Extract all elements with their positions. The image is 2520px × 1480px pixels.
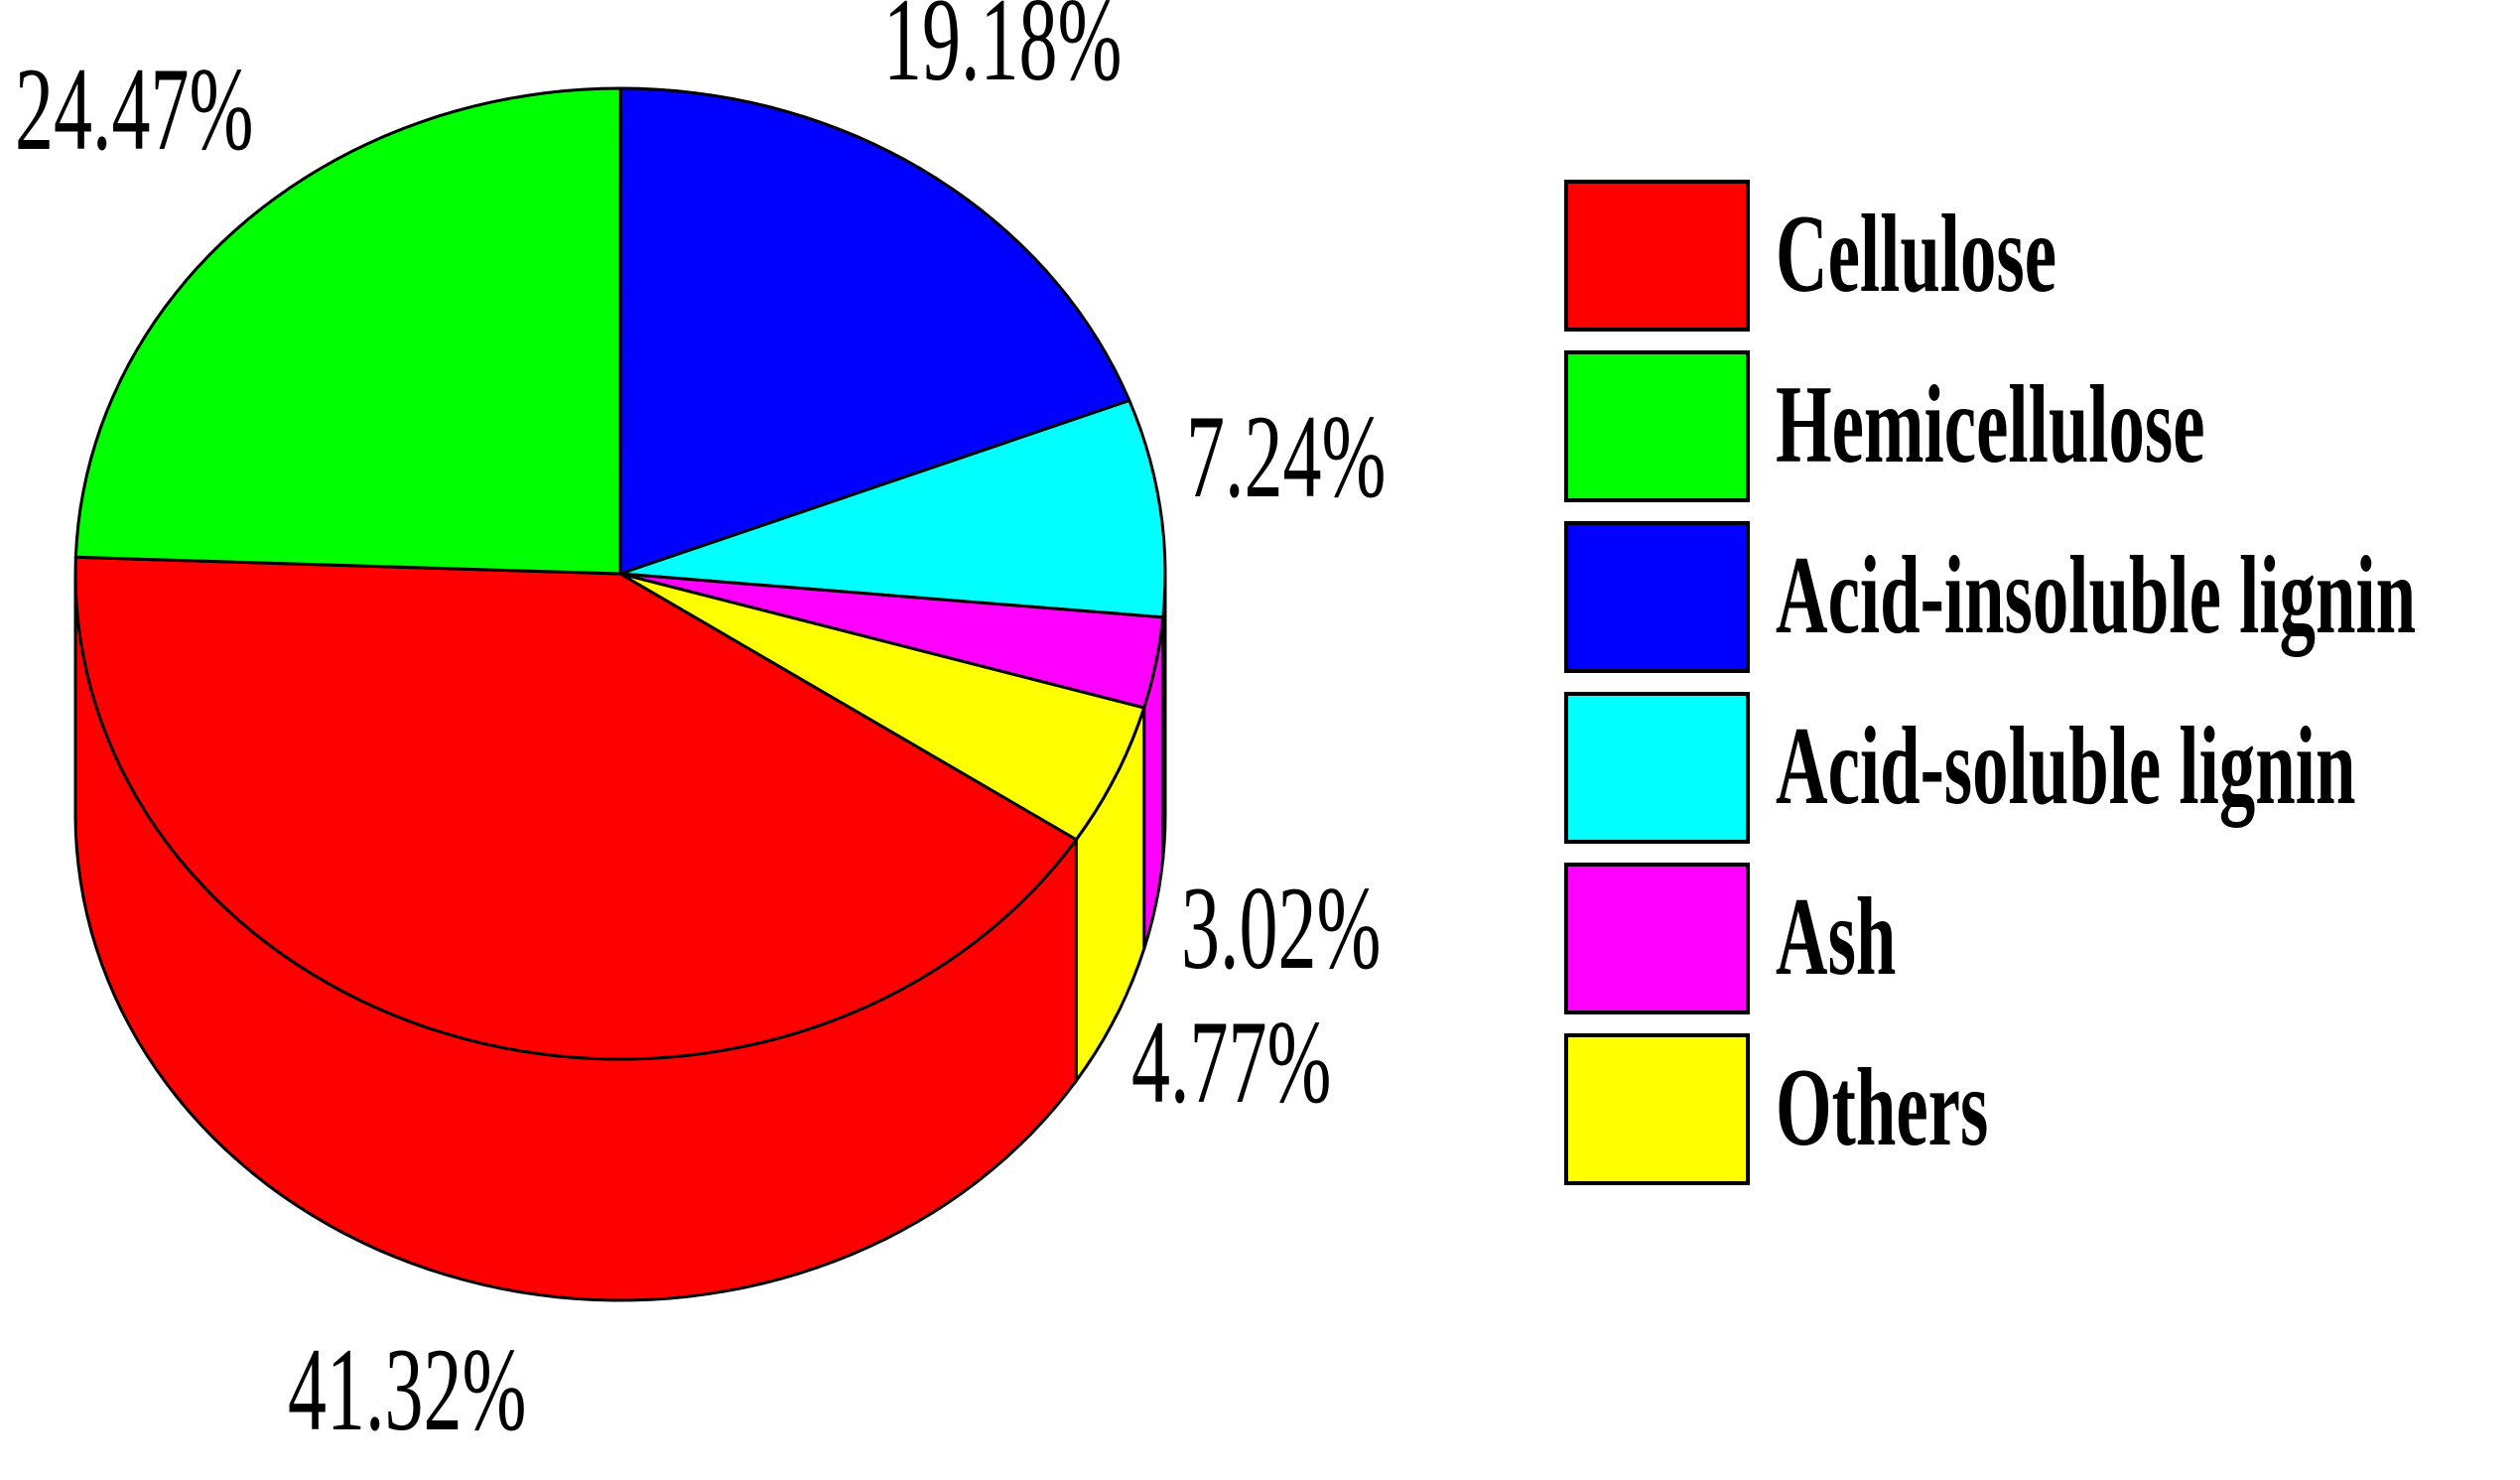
slice: [618, 86, 1131, 576]
label-group: 41.32%: [288, 1323, 526, 1455]
legend-swatch: [1564, 350, 1750, 502]
slice: [73, 86, 622, 576]
label-group: 24.47%: [15, 43, 253, 175]
legend-swatch: [1564, 863, 1750, 1014]
legend-swatch: [1564, 180, 1750, 332]
legend-label: Cellulose: [1776, 194, 2056, 316]
legend-group: Acid-insoluble lignin: [1776, 535, 2416, 657]
legend-group: Ash: [1776, 876, 1896, 999]
legend-swatch: [1564, 521, 1750, 673]
value-label: 19.18%: [883, 0, 1122, 105]
value-label: 7.24%: [1186, 390, 1386, 522]
legend-group: Acid-soluble lignin: [1776, 706, 2355, 828]
label-group: 19.18%: [883, 0, 1122, 105]
legend-label: Hemicellulose: [1776, 364, 2205, 486]
label-group: 3.02%: [1181, 862, 1381, 994]
legend-group: Others: [1776, 1047, 1988, 1169]
value-label: 41.32%: [288, 1323, 526, 1455]
slice: [73, 555, 1078, 1061]
legend-swatch: [1564, 692, 1750, 844]
slice: [618, 399, 1167, 619]
value-label: 4.77%: [1131, 996, 1331, 1128]
legend-group: Hemicellulose: [1776, 364, 2205, 486]
slice: [618, 572, 1146, 842]
label-group: 4.77%: [1131, 996, 1331, 1128]
legend-label: Acid-soluble lignin: [1776, 706, 2355, 828]
legend-group: Cellulose: [1776, 194, 2056, 316]
value-label: 3.02%: [1181, 862, 1381, 994]
label-group: 7.24%: [1186, 390, 1386, 522]
legend-swatch: [1564, 1033, 1750, 1185]
value-label: 24.47%: [15, 43, 253, 175]
legend-label: Acid-insoluble lignin: [1776, 535, 2416, 657]
legend-label: Ash: [1776, 876, 1896, 999]
legend-label: Others: [1776, 1047, 1988, 1169]
